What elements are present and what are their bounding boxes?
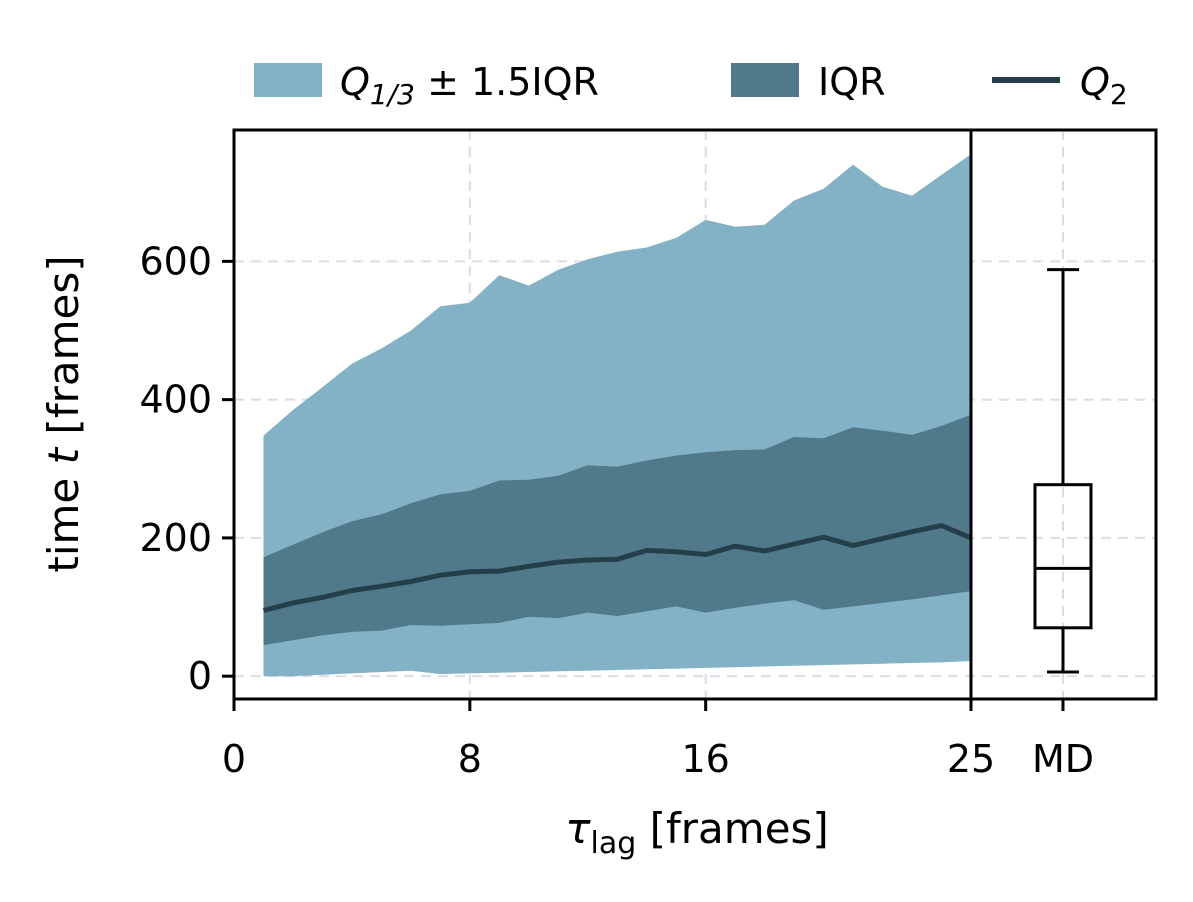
y-tick-label: 200 [139,516,212,560]
md-x-tick-label: MD [1032,737,1094,781]
x-tick-label: 8 [458,737,482,781]
legend-label-iqr-band: IQR [818,60,886,104]
median-line [262,523,972,613]
md-box [1033,483,1093,630]
x-tick-label: 16 [682,737,730,781]
md-boxplot [1033,268,1093,674]
legend-label-median: Q2 [1080,60,1128,111]
y-tick-label: 600 [139,239,212,283]
x-tick-label: 0 [222,737,246,781]
ticks: 0 200 400 600 0 8 16 25 MD [139,239,1094,781]
legend-label-whisker-band: Q1/3 ± 1.5IQR [340,60,599,111]
x-axis-label: τlag [frames] [565,804,829,861]
legend-patch-whisker-band [254,63,322,97]
y-tick-label: 400 [139,378,212,422]
iqr-band-area [263,414,971,646]
y-axis-label: time t [frames] [39,255,88,572]
y-tick-label: 0 [188,654,212,698]
x-tick-label: 25 [947,737,995,781]
legend: Q1/3 ± 1.5IQR IQR Q2 [254,60,1128,111]
legend-patch-iqr-band [731,63,799,97]
